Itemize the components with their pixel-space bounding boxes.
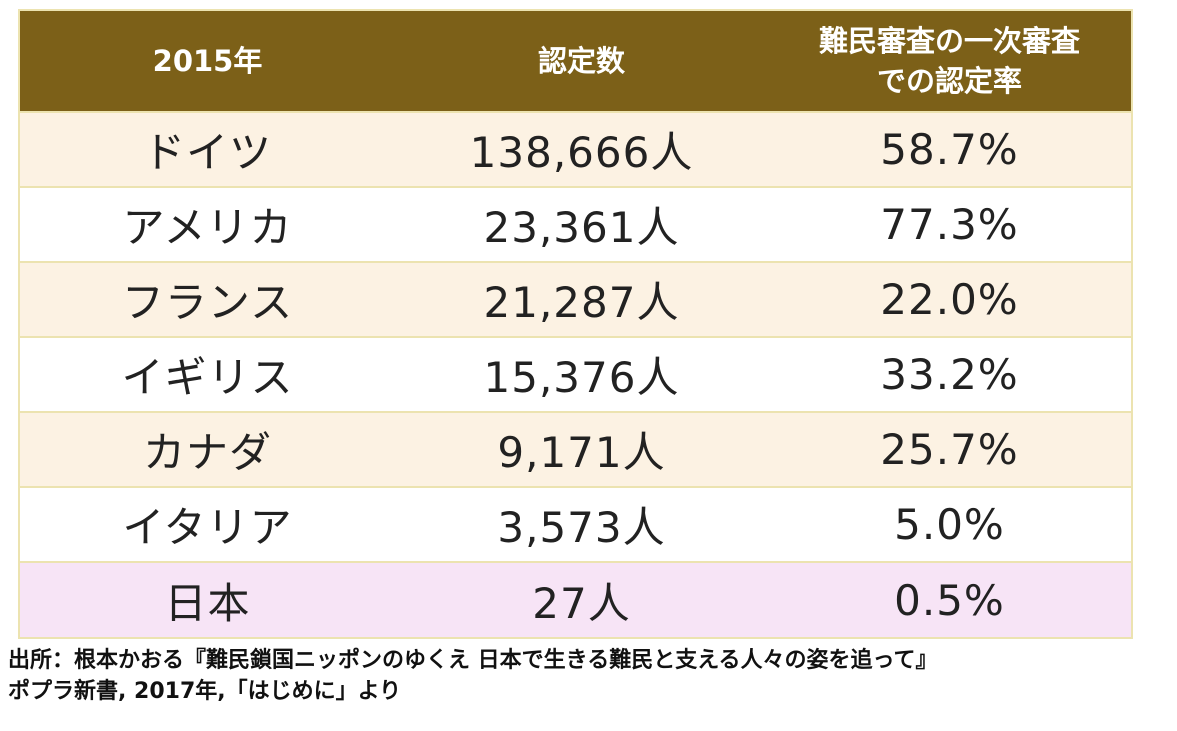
refugee-table-container: 2015年 認定数 難民審査の一次審査 での認定率 ドイツ 138,666人 5… — [18, 9, 1133, 639]
table-row-italy: イタリア 3,573人 5.0% — [20, 486, 1131, 562]
cell-country: フランス — [20, 261, 395, 337]
cell-rate: 33.2% — [768, 336, 1131, 412]
cell-count: 23,361人 — [395, 186, 768, 262]
header-rate-line2: での認定率 — [876, 64, 1022, 98]
header-rate: 難民審査の一次審査 での認定率 — [768, 11, 1131, 112]
cell-count: 3,573人 — [395, 486, 768, 562]
cell-rate: 58.7% — [768, 111, 1131, 187]
cell-count: 27人 — [395, 561, 768, 637]
cell-rate: 0.5% — [768, 561, 1131, 637]
cell-country: アメリカ — [20, 186, 395, 262]
cell-country: イタリア — [20, 486, 395, 562]
table-row-usa: アメリカ 23,361人 77.3% — [20, 186, 1131, 262]
table-header-row: 2015年 認定数 難民審査の一次審査 での認定率 — [20, 11, 1131, 112]
cell-count: 9,171人 — [395, 411, 768, 487]
header-year: 2015年 — [152, 44, 263, 78]
cell-country: 日本 — [20, 561, 395, 637]
cell-count: 21,287人 — [395, 261, 768, 337]
refugee-recognition-table: 2015年 認定数 難民審査の一次審査 での認定率 ドイツ 138,666人 5… — [20, 11, 1131, 637]
cell-rate: 22.0% — [768, 261, 1131, 337]
cell-count: 138,666人 — [395, 111, 768, 187]
cell-rate: 25.7% — [768, 411, 1131, 487]
table-row-canada: カナダ 9,171人 25.7% — [20, 411, 1131, 487]
table-row-uk: イギリス 15,376人 33.2% — [20, 336, 1131, 412]
table-row-germany: ドイツ 138,666人 58.7% — [20, 111, 1131, 187]
source-line-2: ポプラ新書, 2017年,「はじめに」より — [8, 679, 402, 704]
source-citation: 出所：根本かおる『難民鎖国ニッポンのゆくえ 日本で生きる難民と支える人々の姿を追… — [8, 645, 937, 707]
cell-rate: 5.0% — [768, 486, 1131, 562]
cell-country: ドイツ — [20, 111, 395, 187]
cell-count: 15,376人 — [395, 336, 768, 412]
table-row-france: フランス 21,287人 22.0% — [20, 261, 1131, 337]
header-rate-line1: 難民審査の一次審査 — [818, 24, 1080, 58]
cell-country: カナダ — [20, 411, 395, 487]
source-line-1: 出所：根本かおる『難民鎖国ニッポンのゆくえ 日本で生きる難民と支える人々の姿を追… — [8, 648, 938, 673]
cell-country: イギリス — [20, 336, 395, 412]
header-count: 認定数 — [537, 44, 625, 78]
cell-rate: 77.3% — [768, 186, 1131, 262]
table-row-japan: 日本 27人 0.5% — [20, 561, 1131, 637]
